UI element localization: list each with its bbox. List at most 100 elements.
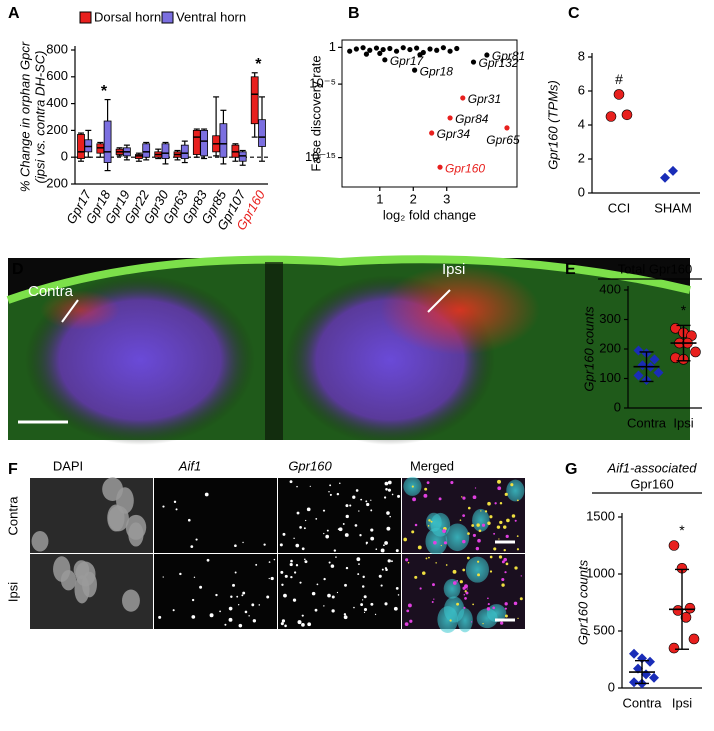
puncta xyxy=(493,547,497,551)
puncta xyxy=(503,548,506,552)
puncta xyxy=(472,495,477,500)
puncta xyxy=(422,571,426,575)
puncta xyxy=(290,559,293,563)
puncta xyxy=(329,493,332,496)
point xyxy=(653,367,664,378)
puncta xyxy=(370,536,375,541)
puncta xyxy=(299,526,302,529)
puncta xyxy=(263,543,266,546)
puncta xyxy=(158,615,162,619)
puncta xyxy=(472,533,476,538)
puncta xyxy=(477,573,481,577)
puncta xyxy=(328,491,330,493)
puncta xyxy=(487,501,491,506)
puncta xyxy=(281,619,286,623)
x-tick-label: 3 xyxy=(443,191,450,206)
puncta xyxy=(414,523,418,527)
puncta xyxy=(241,594,244,597)
x-tick-label: Ipsi xyxy=(673,415,693,430)
puncta xyxy=(328,561,331,564)
y-tick-label: 0 xyxy=(608,679,615,694)
puncta xyxy=(385,488,388,491)
puncta xyxy=(343,613,347,616)
puncta xyxy=(173,500,177,504)
puncta xyxy=(187,518,191,522)
x-axis-label: log₂ fold change xyxy=(383,207,476,222)
y-axis-label: Gpr160 counts xyxy=(581,306,596,392)
puncta xyxy=(199,585,203,589)
puncta xyxy=(493,532,496,535)
puncta xyxy=(407,603,412,608)
puncta xyxy=(452,581,457,585)
puncta xyxy=(435,562,437,564)
puncta xyxy=(501,560,505,564)
puncta xyxy=(349,504,352,507)
puncta xyxy=(234,544,237,548)
puncta xyxy=(230,609,232,611)
x-tick-label: CCI xyxy=(608,200,630,215)
point-label: Gpr160 xyxy=(445,161,485,175)
puncta xyxy=(417,545,422,550)
chart-title: Total Gpr160 xyxy=(618,261,692,276)
puncta xyxy=(465,591,469,595)
puncta xyxy=(331,609,335,613)
puncta xyxy=(405,558,409,562)
row-label: Ipsi xyxy=(5,582,20,602)
puncta xyxy=(391,493,394,496)
puncta xyxy=(471,524,475,527)
puncta xyxy=(438,497,442,501)
puncta xyxy=(462,496,466,500)
point xyxy=(447,48,453,54)
puncta xyxy=(419,587,422,590)
puncta xyxy=(504,607,507,610)
annotation: # xyxy=(615,71,623,87)
puncta xyxy=(344,583,347,587)
puncta xyxy=(323,605,325,607)
nucleus xyxy=(60,569,77,591)
puncta xyxy=(494,502,497,505)
puncta xyxy=(280,570,284,574)
puncta xyxy=(499,502,503,505)
x-tick-label: 2 xyxy=(410,191,417,206)
puncta xyxy=(463,593,466,596)
puncta xyxy=(516,535,519,537)
y-tick-label: 400 xyxy=(599,281,621,296)
puncta xyxy=(498,555,503,559)
puncta xyxy=(423,493,428,498)
puncta xyxy=(496,525,501,529)
puncta xyxy=(304,519,307,522)
puncta xyxy=(383,496,387,499)
puncta xyxy=(295,564,299,567)
puncta xyxy=(360,498,363,501)
puncta xyxy=(296,511,300,515)
puncta xyxy=(462,586,466,590)
y-tick-label: 4 xyxy=(578,116,585,131)
column-header: Gpr160 xyxy=(288,458,332,473)
nucleus xyxy=(75,561,96,587)
puncta xyxy=(397,594,400,596)
point xyxy=(688,633,700,645)
chart-title: Aif1-associated xyxy=(607,460,698,475)
puncta xyxy=(517,617,519,620)
image-label: Ipsi xyxy=(442,261,465,278)
puncta xyxy=(252,619,257,623)
puncta xyxy=(354,524,358,527)
puncta xyxy=(487,597,489,600)
puncta xyxy=(282,532,286,536)
puncta xyxy=(190,545,194,548)
legend-swatch xyxy=(161,11,174,24)
puncta xyxy=(466,556,470,560)
puncta xyxy=(520,575,522,577)
puncta xyxy=(391,560,393,563)
puncta xyxy=(480,510,482,512)
puncta xyxy=(411,530,415,534)
puncta xyxy=(273,558,276,561)
puncta xyxy=(386,526,391,531)
puncta xyxy=(323,532,325,535)
point xyxy=(417,52,423,58)
box xyxy=(250,76,259,125)
puncta xyxy=(475,546,480,551)
puncta xyxy=(470,621,473,623)
puncta xyxy=(462,539,466,544)
point xyxy=(633,370,644,381)
